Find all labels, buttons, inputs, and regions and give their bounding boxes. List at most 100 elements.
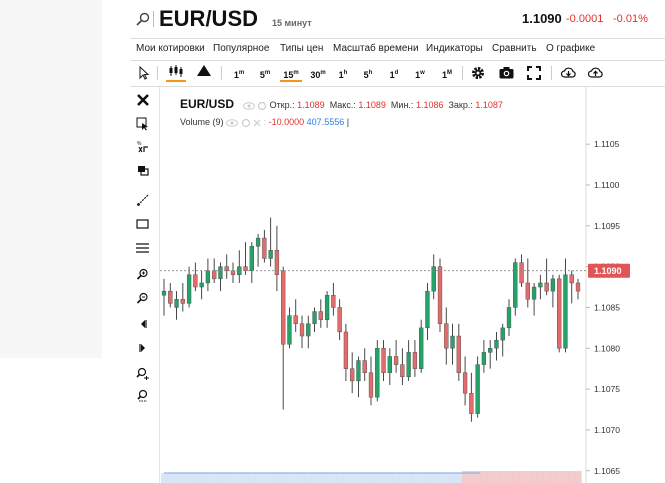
candle-body: [362, 360, 367, 373]
volume-bar: [305, 473, 312, 483]
volume-bar: [167, 473, 174, 483]
area-type-button[interactable]: [196, 64, 212, 82]
volume-bar: [349, 473, 356, 483]
volume-value-2: 407.5556: [306, 117, 345, 127]
trend-line-icon[interactable]: [136, 193, 150, 207]
close-icon[interactable]: [253, 119, 261, 127]
candle-body: [513, 262, 518, 308]
volume-bar: [298, 473, 306, 483]
candle-body: [381, 348, 386, 373]
menu-bar: Мои котировки Популярное Типы цен Масшта…: [130, 38, 665, 61]
interval-30m[interactable]: 30m: [310, 70, 326, 80]
high-value: 1.1089: [358, 100, 386, 110]
volume-bar: [185, 473, 193, 483]
candles-icon: [169, 65, 183, 77]
volume-bar: [493, 471, 501, 483]
interval-1d[interactable]: 1d: [389, 70, 399, 80]
menu-price-types[interactable]: Типы цен: [280, 43, 324, 54]
interval-15m[interactable]: 15m: [280, 64, 302, 82]
interval-1m[interactable]: 1m: [233, 70, 245, 80]
candlestick-chart[interactable]: 1.1105 1.1100 1.1095 1.1090 1.1085 1.1080 1.10…: [160, 87, 665, 483]
close-value: 1.1087: [475, 100, 503, 110]
zoom-reset-icon[interactable]: [136, 389, 150, 403]
candles-type-button[interactable]: [166, 64, 186, 82]
close-icon[interactable]: [136, 93, 150, 107]
search-icon[interactable]: [136, 12, 150, 26]
volume-bar: [361, 473, 369, 483]
chart-area[interactable]: 1.1105 1.1100 1.1095 1.1090 1.1085 1.1080 1.10…: [160, 87, 665, 483]
volume-bar: [562, 471, 570, 483]
volume-bar: [355, 473, 363, 483]
candle-body: [462, 372, 468, 394]
volume-bar: [217, 473, 225, 483]
eye-icon[interactable]: [242, 101, 255, 110]
volume-bar: [267, 473, 275, 483]
symbol-title[interactable]: EUR/USD: [159, 6, 259, 31]
volume-bar: [160, 473, 168, 483]
cloud-upload-icon[interactable]: [588, 66, 603, 79]
scroll-right-icon[interactable]: [136, 341, 150, 355]
fullscreen-icon[interactable]: [527, 66, 541, 80]
cloud-download-icon[interactable]: [561, 66, 576, 79]
menu-time-scale[interactable]: Масштаб времени: [333, 43, 419, 54]
candle-body: [444, 323, 449, 349]
volume-bar: [430, 473, 438, 483]
candle-body: [406, 352, 411, 378]
zoom-out-icon[interactable]: [136, 291, 150, 305]
candle-body: [274, 250, 280, 275]
cursor-cross-icon[interactable]: [136, 117, 150, 131]
candle-body: [281, 270, 286, 345]
candle-body: [268, 250, 273, 259]
interval-5m[interactable]: 5m: [259, 70, 271, 80]
interval-1w[interactable]: 1w: [415, 70, 425, 80]
volume-bar: [179, 473, 187, 483]
volume-bar: [254, 473, 262, 483]
eye-icon[interactable]: [226, 118, 239, 127]
last-price-badge: [588, 263, 630, 278]
candle-body: [262, 237, 267, 259]
magnet-icon[interactable]: %: [136, 139, 150, 153]
candle-body: [393, 356, 399, 365]
toolbar-separator: [157, 66, 158, 80]
candle-body: [531, 286, 537, 300]
volume-bar: [487, 471, 494, 483]
settings-icon[interactable]: [241, 118, 251, 128]
interval-1M[interactable]: 1M: [441, 70, 452, 80]
candle-body: [205, 270, 211, 284]
chart-header: EUR/USD 15 минут 1.1090 -0.0001 -0.01%: [130, 0, 665, 38]
svg-text:%: %: [137, 141, 142, 147]
price-tick-label: 1.1100: [594, 180, 620, 190]
settings-icon[interactable]: [257, 101, 267, 111]
scroll-left-icon[interactable]: [136, 317, 150, 331]
menu-compare[interactable]: Сравнить: [492, 43, 537, 54]
layers-icon[interactable]: [136, 163, 150, 177]
cursor-icon[interactable]: [138, 66, 150, 80]
menu-about-chart[interactable]: О графике: [546, 43, 596, 54]
volume-bar: [399, 473, 406, 483]
volume-bar: [505, 471, 513, 483]
candle-body: [343, 331, 349, 369]
close-label: Закр.:: [448, 100, 473, 110]
rectangle-icon[interactable]: [136, 217, 150, 231]
candle-body: [425, 290, 430, 329]
zoom-fit-icon[interactable]: [136, 367, 150, 381]
high-label: Макс.:: [329, 100, 356, 110]
candle-body: [368, 372, 374, 398]
camera-icon[interactable]: [499, 66, 514, 79]
candle-body: [437, 266, 443, 324]
menu-popular[interactable]: Популярное: [213, 43, 270, 54]
menu-indicators[interactable]: Индикаторы: [426, 43, 483, 54]
volume-cursor: |: [346, 117, 350, 127]
candle-body: [481, 352, 487, 365]
gear-icon[interactable]: [471, 66, 485, 80]
menu-my-quotes[interactable]: Мои котировки: [136, 43, 205, 54]
volume-bar: [273, 473, 281, 483]
volume-bar: [342, 473, 350, 483]
volume-bar: [236, 473, 243, 483]
volume-bar: [474, 471, 482, 483]
zoom-in-icon[interactable]: [136, 267, 150, 281]
interval-1h[interactable]: 1h: [338, 70, 348, 80]
candle-body: [494, 339, 499, 349]
horizontal-lines-icon[interactable]: [136, 241, 150, 255]
interval-5h[interactable]: 5h: [363, 70, 373, 80]
